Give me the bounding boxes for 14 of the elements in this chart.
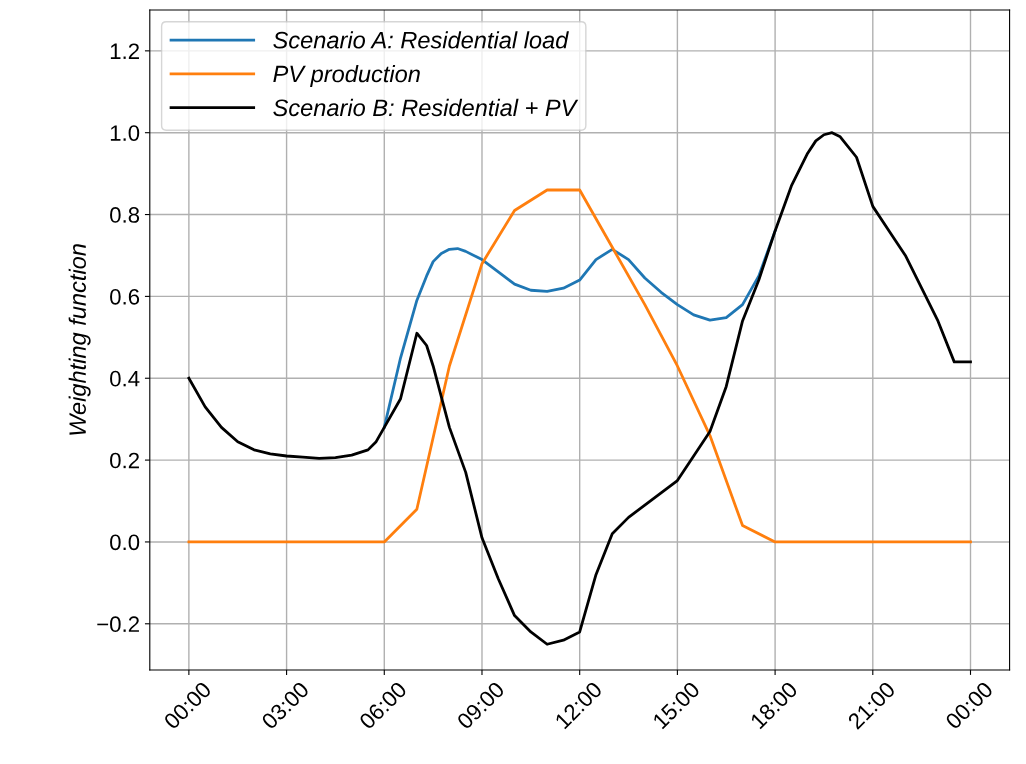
y-tick-label: 1.0 bbox=[110, 125, 140, 141]
y-tick-label: −0.2 bbox=[97, 616, 139, 633]
legend-label: PV production bbox=[273, 65, 420, 88]
y-tick-label: 0.2 bbox=[110, 452, 139, 469]
y-tick-label: 1.2 bbox=[110, 43, 139, 59]
y-tick-label: 0.4 bbox=[110, 370, 140, 387]
line-series bbox=[187, 188, 972, 544]
legend-label: Scenario A: Residential load bbox=[273, 31, 569, 49]
legend-label: Scenario B: Residential + PV bbox=[273, 98, 579, 117]
y-tick-label: 0.0 bbox=[110, 534, 140, 551]
y-tick-label: 0.6 bbox=[110, 288, 140, 305]
y-tick-label: 0.8 bbox=[110, 207, 140, 223]
line-series bbox=[187, 131, 972, 646]
y-axis-title: Weighting function bbox=[68, 244, 91, 435]
